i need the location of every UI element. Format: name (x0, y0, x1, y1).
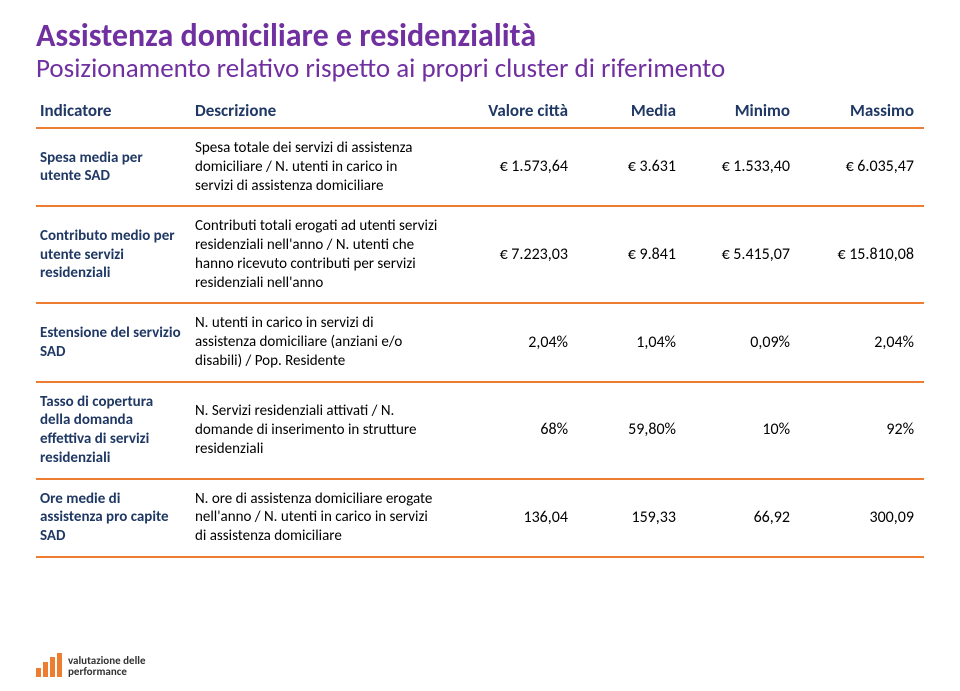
cell-indicatore: Ore medie di assistenza pro capite SAD (36, 479, 191, 557)
table-row: Spesa media per utente SAD Spesa totale … (36, 128, 924, 206)
cell-minimo: 0,09% (686, 303, 800, 381)
cell-indicatore: Tasso di copertura della domanda effetti… (36, 382, 191, 479)
cell-media: 59,80% (578, 382, 686, 479)
table-row: Contributo medio per utente servizi resi… (36, 206, 924, 303)
bar-chart-icon (36, 653, 62, 677)
cell-valore: € 7.223,03 (446, 206, 578, 303)
col-massimo: Massimo (800, 94, 924, 128)
cell-descrizione: N. ore di assistenza domiciliare erogate… (191, 479, 446, 557)
cell-massimo: 300,09 (800, 479, 924, 557)
indicator-table: Indicatore Descrizione Valore città Medi… (36, 94, 924, 558)
cell-minimo: € 5.415,07 (686, 206, 800, 303)
table-row: Ore medie di assistenza pro capite SAD N… (36, 479, 924, 557)
cell-minimo: € 1.533,40 (686, 128, 800, 206)
cell-indicatore: Spesa media per utente SAD (36, 128, 191, 206)
cell-media: 159,33 (578, 479, 686, 557)
col-indicatore: Indicatore (36, 94, 191, 128)
table-header-row: Indicatore Descrizione Valore città Medi… (36, 94, 924, 128)
cell-descrizione: N. utenti in carico in servizi di assist… (191, 303, 446, 381)
table-row: Estensione del servizio SAD N. utenti in… (36, 303, 924, 381)
logo-text: valutazione delle performance (68, 655, 146, 677)
cell-minimo: 10% (686, 382, 800, 479)
cell-media: 1,04% (578, 303, 686, 381)
cell-descrizione: N. Servizi residenziali attivati / N. do… (191, 382, 446, 479)
cell-descrizione: Spesa totale dei servizi di assistenza d… (191, 128, 446, 206)
col-minimo: Minimo (686, 94, 800, 128)
col-media: Media (578, 94, 686, 128)
cell-minimo: 66,92 (686, 479, 800, 557)
cell-massimo: 92% (800, 382, 924, 479)
cell-indicatore: Contributo medio per utente servizi resi… (36, 206, 191, 303)
col-valore: Valore città (446, 94, 578, 128)
cell-valore: 2,04% (446, 303, 578, 381)
cell-media: € 3.631 (578, 128, 686, 206)
footer-logo: valutazione delle performance (36, 653, 146, 677)
cell-massimo: € 6.035,47 (800, 128, 924, 206)
cell-valore: € 1.573,64 (446, 128, 578, 206)
col-descrizione: Descrizione (191, 94, 446, 128)
cell-valore: 68% (446, 382, 578, 479)
page-subtitle: Posizionamento relativo rispetto ai prop… (36, 53, 924, 84)
cell-media: € 9.841 (578, 206, 686, 303)
table-row: Tasso di copertura della domanda effetti… (36, 382, 924, 479)
page-title: Assistenza domiciliare e residenzialità (36, 18, 924, 53)
cell-indicatore: Estensione del servizio SAD (36, 303, 191, 381)
cell-valore: 136,04 (446, 479, 578, 557)
cell-massimo: € 15.810,08 (800, 206, 924, 303)
logo-line-2: performance (68, 666, 146, 677)
cell-massimo: 2,04% (800, 303, 924, 381)
cell-descrizione: Contributi totali erogati ad utenti serv… (191, 206, 446, 303)
